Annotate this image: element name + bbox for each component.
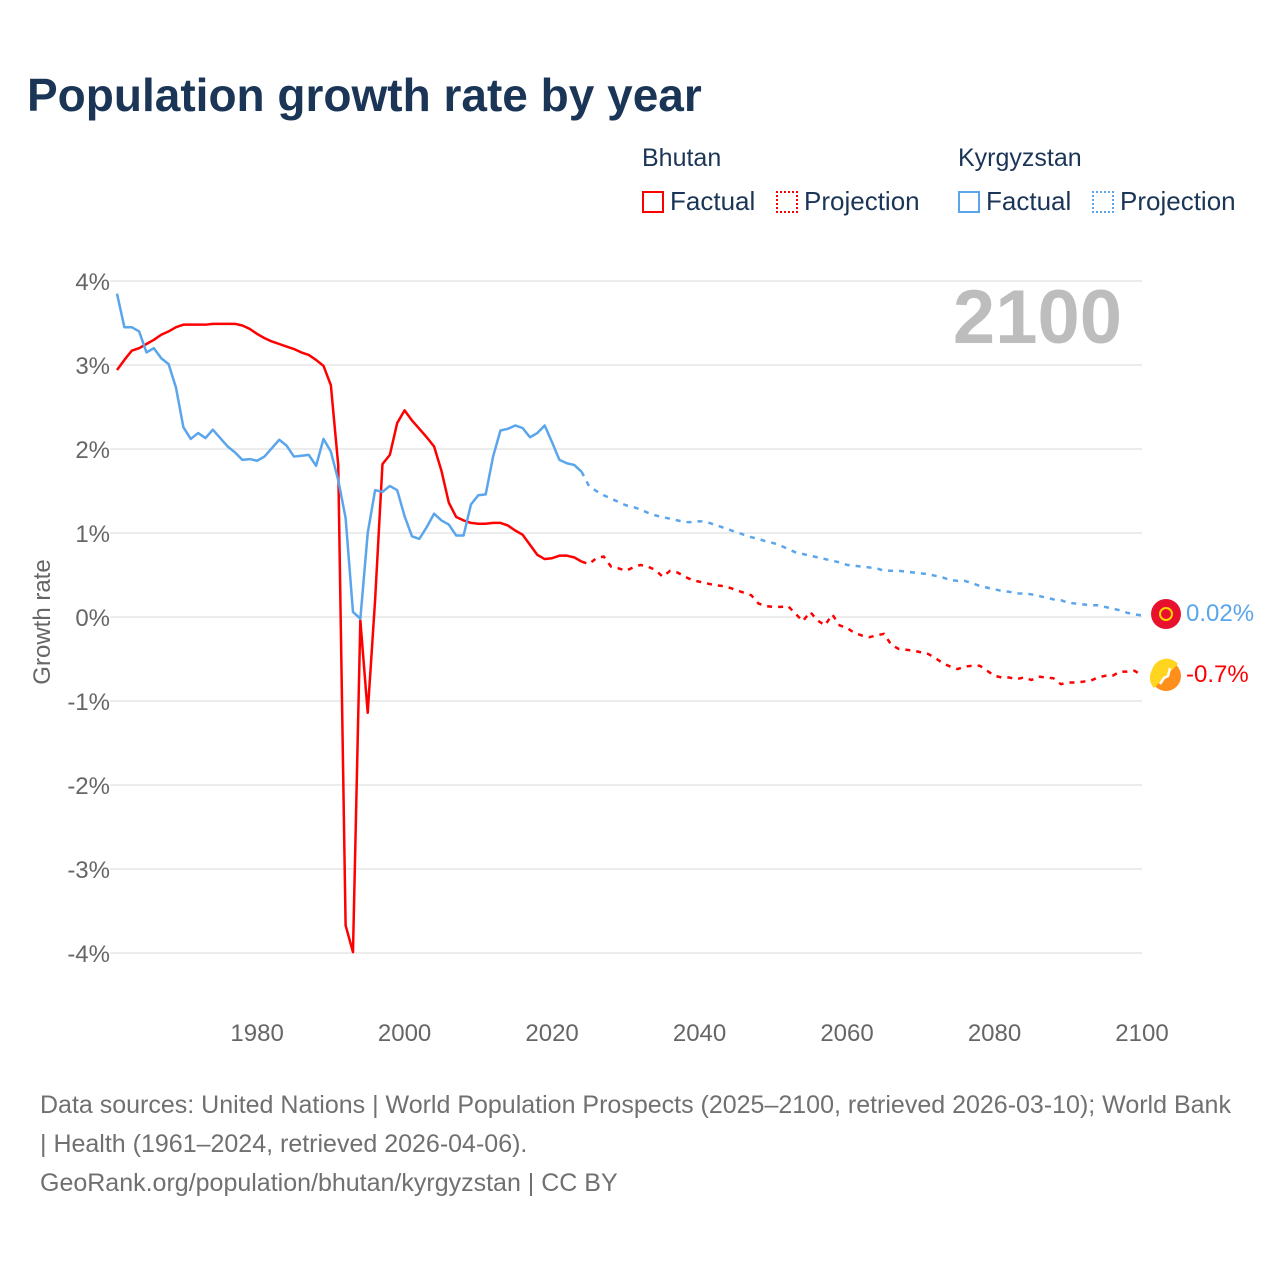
x-tick-label: 2100 xyxy=(1115,1020,1168,1047)
x-tick-label: 2020 xyxy=(525,1020,578,1047)
series-line-kyrgyzstan-projection xyxy=(580,471,1143,617)
x-tick-label: 2000 xyxy=(378,1020,431,1047)
series-line-kyrgyzstan-factual xyxy=(115,293,583,620)
y-tick-label: 1% xyxy=(75,521,110,548)
kyrgyzstan-flag-icon xyxy=(1151,599,1181,629)
current-year-label: 2100 xyxy=(952,275,1122,360)
legend-swatch-dotted xyxy=(1092,190,1114,213)
data-sources: Data sources: United Nations | World Pop… xyxy=(40,1091,1231,1158)
legend-kyrgyzstan-projection[interactable]: Projection xyxy=(1092,186,1236,217)
y-tick-label: -1% xyxy=(67,689,110,716)
legend-swatch-solid xyxy=(958,190,980,213)
legend-kyrgyzstan-factual[interactable]: Factual xyxy=(958,186,1071,217)
y-axis-label: Growth rate xyxy=(29,559,56,684)
y-tick-label: 2% xyxy=(75,437,110,464)
x-tick-label: 2080 xyxy=(968,1020,1021,1047)
page-title: Population growth rate by year xyxy=(27,69,702,121)
x-tick-label: 2040 xyxy=(673,1020,726,1047)
legend-label: Factual xyxy=(986,186,1072,216)
y-tick-label: 3% xyxy=(75,353,110,380)
bhutan-flag-icon xyxy=(1149,658,1181,691)
y-tick-label: -3% xyxy=(67,857,110,884)
legend-swatch-solid xyxy=(642,190,664,213)
legend-swatch-dotted xyxy=(776,190,798,213)
legend-group-bhutan: Bhutan xyxy=(642,144,722,172)
kyrgyzstan-end-value: 0.02% xyxy=(1186,600,1255,627)
series-line-bhutan-factual xyxy=(115,322,583,954)
legend-bhutan-factual[interactable]: Factual xyxy=(642,186,755,217)
bhutan-end-value: -0.7% xyxy=(1186,661,1249,688)
legend-label: Projection xyxy=(804,186,920,216)
legend-group-kyrgyzstan: Kyrgyzstan xyxy=(958,144,1082,172)
series-line-bhutan-projection xyxy=(581,555,1143,686)
x-tick-label: 1980 xyxy=(230,1020,283,1047)
legend-label: Projection xyxy=(1120,186,1236,216)
x-tick-label: 2060 xyxy=(820,1020,873,1047)
y-tick-label: -2% xyxy=(67,773,110,800)
y-tick-label: 0% xyxy=(75,605,110,632)
y-tick-label: -4% xyxy=(67,941,110,968)
legend-label: Factual xyxy=(670,186,756,216)
y-tick-label: 4% xyxy=(75,269,110,296)
credit-link[interactable]: GeoRank.org/population/bhutan/kyrgyzstan… xyxy=(40,1169,618,1197)
legend-bhutan-projection[interactable]: Projection xyxy=(776,186,920,217)
